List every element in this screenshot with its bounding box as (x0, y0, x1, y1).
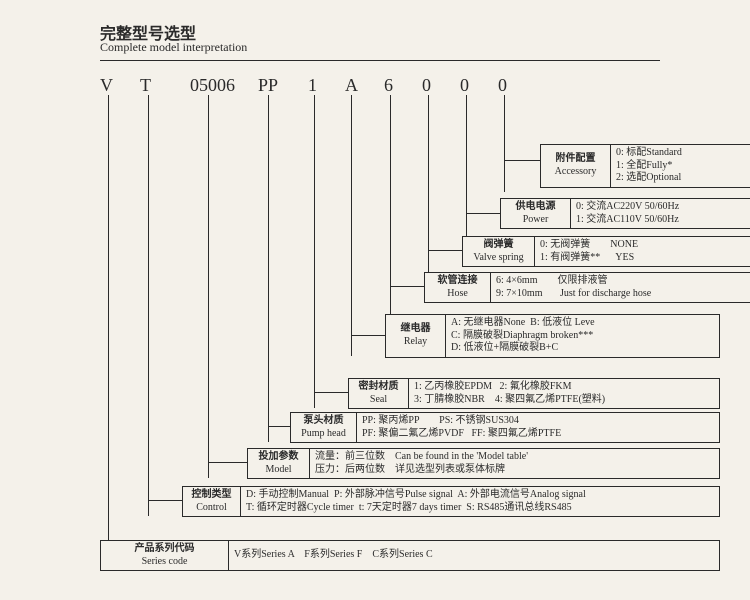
relay-box: 继电器RelayA: 无继电器None B: 低液位 LeveC: 隔膜破裂Di… (385, 314, 720, 358)
code-char: 0 (460, 75, 469, 96)
code-char: 0 (422, 75, 431, 96)
seal-box: 密封材质Seal1: 乙丙橡胶EPDM 2: 氟化橡胶FKM3: 丁腈橡胶NBR… (348, 378, 720, 409)
code-char: T (140, 75, 151, 96)
model-box: 投加参数Model流量：前三位数 Can be found in the 'Mo… (247, 448, 720, 479)
code-char: 05006 (190, 75, 235, 96)
hose-box: 软管连接Hose6: 4×6mm 仅限排液管9: 7×10mm Just for… (424, 272, 750, 303)
code-char: 0 (498, 75, 507, 96)
code-char: 6 (384, 75, 393, 96)
control-box: 控制类型ControlD: 手动控制Manual P: 外部脉冲信号Pulse … (182, 486, 720, 517)
code-char: V (100, 75, 113, 96)
valve-box: 阀弹簧Valve spring0: 无阀弹簧 NONE1: 有阀弹簧** YES (462, 236, 750, 267)
power-box: 供电电源Power0: 交流AC220V 50/60Hz1: 交流AC110V … (500, 198, 750, 229)
code-char: A (345, 75, 358, 96)
code-char: 1 (308, 75, 317, 96)
accessory-box: 附件配置Accessory0: 标配Standard1: 全配Fully*2: … (540, 144, 750, 188)
pump-box: 泵头材质Pump headPP: 聚丙烯PP PS: 不锈钢SUS304PF: … (290, 412, 720, 443)
series-box: 产品系列代码Series codeV系列Series A F系列Series F… (100, 540, 720, 571)
code-char: PP (258, 75, 278, 96)
